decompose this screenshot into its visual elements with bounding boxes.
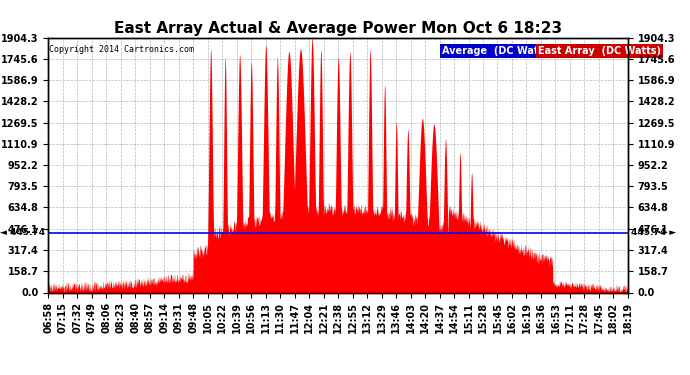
Text: ◄ 445.74: ◄ 445.74 bbox=[0, 228, 46, 237]
Text: Copyright 2014 Cartronics.com: Copyright 2014 Cartronics.com bbox=[49, 45, 194, 54]
Text: East Array  (DC Watts): East Array (DC Watts) bbox=[538, 46, 661, 56]
Text: Average  (DC Watts): Average (DC Watts) bbox=[442, 46, 554, 56]
Text: 445.74 ►: 445.74 ► bbox=[631, 228, 676, 237]
Title: East Array Actual & Average Power Mon Oct 6 18:23: East Array Actual & Average Power Mon Oc… bbox=[114, 21, 562, 36]
